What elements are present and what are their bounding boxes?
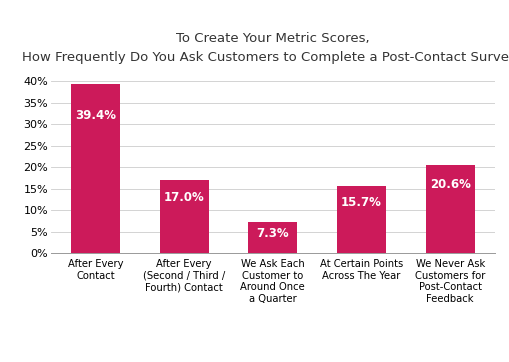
Text: 17.0%: 17.0% xyxy=(163,191,204,204)
Title: To Create Your Metric Scores,
How Frequently Do You Ask Customers to Complete a : To Create Your Metric Scores, How Freque… xyxy=(22,32,509,64)
Bar xyxy=(425,165,473,253)
Text: 7.3%: 7.3% xyxy=(256,227,289,240)
Text: 20.6%: 20.6% xyxy=(429,178,470,191)
Bar xyxy=(71,84,120,253)
Bar xyxy=(336,186,385,253)
Text: 15.7%: 15.7% xyxy=(341,196,381,209)
Bar xyxy=(159,180,208,253)
Bar xyxy=(248,222,297,253)
Text: 39.4%: 39.4% xyxy=(75,109,116,122)
